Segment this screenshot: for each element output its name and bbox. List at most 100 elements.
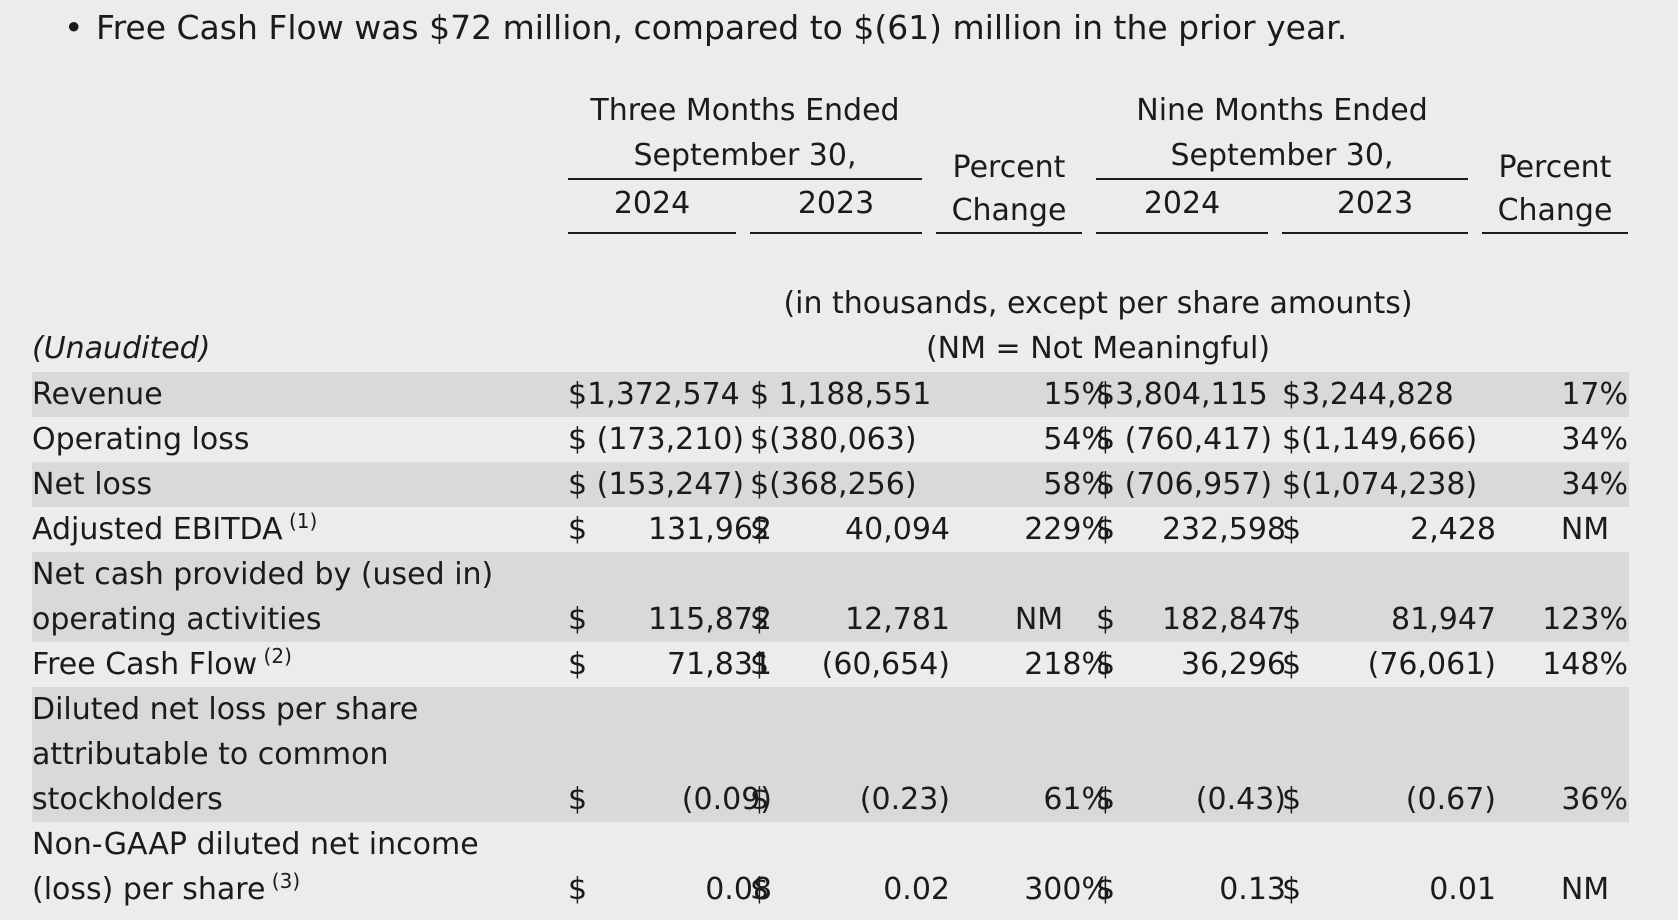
row-label-line: stockholders [32,782,223,817]
bullet-text: Free Cash Flow was $72 million, compared… [96,8,1348,47]
cell-9m-2024: $ (706,957) [1096,467,1273,502]
cell-percent-9m: 148% [1542,647,1628,682]
currency-sign: $ [750,602,770,637]
cell-percent-9m: 123% [1542,602,1628,637]
cell-9m-2024: 232,598 [1161,512,1286,547]
bullet-point: • Free Cash Flow was $72 million, compare… [64,8,1347,47]
cell-9m-2023: $3,244,828 [1282,377,1454,412]
row-label-line: Non-GAAP diluted net income [32,827,479,862]
row-label-line: (loss) per share (3) [32,869,301,907]
header-nine-months-line2: September 30, [1170,138,1394,173]
row-label: Adjusted EBITDA (1) [32,507,317,552]
currency-sign: $ [568,647,588,682]
units-note: (in thousands, except per share amounts) [783,286,1413,321]
row-label: Revenue [32,372,163,417]
cell-9m-2023: $(1,074,238) [1282,467,1478,502]
table-row: Diluted net loss per share attributable t… [32,687,1629,822]
cell-percent-3m: 300% [1024,872,1110,907]
row-label: Non-GAAP diluted net income (loss) per sh… [32,822,479,912]
cell-9m-2023: (76,061) [1367,647,1496,682]
cell-9m-2023: $(1,149,666) [1282,422,1478,457]
header-three-months-underline [568,178,922,180]
cell-percent-3m: 218% [1024,647,1110,682]
currency-sign: $ [568,602,588,637]
cell-3m-2024: $ (153,247) [568,467,745,502]
currency-sign: $ [1096,647,1116,682]
cell-3m-2023: 0.02 [883,872,950,907]
cell-3m-2023: 40,094 [845,512,950,547]
table-row: Adjusted EBITDA (1) $131,962 $40,094 $232,5… [32,507,1629,552]
cell-3m-2024: 71,831 [667,647,772,682]
row-label-line: Revenue [32,377,163,412]
cell-9m-2023: 81,947 [1391,602,1496,637]
cell-percent-9m: 17% [1561,377,1628,412]
currency-sign: $ [750,872,770,907]
header-nine-months-line1: Nine Months Ended [1136,93,1428,128]
currency-sign: $ [1096,602,1116,637]
currency-sign: $ [1096,782,1116,817]
underline-percent-1 [936,232,1082,234]
table-row: Net cash provided by (used in) operating … [32,552,1629,642]
header-percent-1-line2: Change [951,193,1067,228]
underline-percent-2 [1482,232,1628,234]
header-percent-2-line2: Change [1497,193,1613,228]
row-label: Free Cash Flow (2) [32,642,292,687]
row-label-line: Adjusted EBITDA (1) [32,509,318,547]
currency-sign: $ [750,647,770,682]
header-percent-2-line1: Percent [1498,150,1612,185]
footnote-ref: (1) [282,509,318,533]
currency-sign: $ [750,512,770,547]
underline-3m-2024 [568,232,736,234]
currency-sign: $ [750,782,770,817]
cell-9m-2024: (0.43) [1195,782,1286,817]
cell-percent-3m: 58% [1043,467,1110,502]
table-row: Free Cash Flow (2) $71,831 $ (60,654) $36,29… [32,642,1629,687]
currency-sign: $ [568,872,588,907]
cell-3m-2023: (60,654) [821,647,950,682]
header-3m-2023: 2023 [797,186,875,221]
cell-9m-2023: 2,428 [1410,512,1496,547]
cell-9m-2024: $3,804,115 [1096,377,1268,412]
table-row: Revenue $1,372,574 $ 1,188,551 $3,804,115 $3… [32,372,1629,417]
currency-sign: $ [1282,872,1302,907]
cell-3m-2023: 12,781 [845,602,950,637]
currency-sign: $ [1096,512,1116,547]
header-three-months-line2: September 30, [633,138,857,173]
cell-percent-9m: 36% [1561,782,1628,817]
cell-percent-3m: 61% [1043,782,1110,817]
row-label: Net loss [32,462,152,507]
cell-3m-2023: (0.23) [859,782,950,817]
cell-3m-2024: $1,372,574 [568,377,740,412]
currency-sign: $ [1282,512,1302,547]
table-row: Operating loss $ (173,210) $(380,063) $ (76… [32,417,1629,462]
cell-9m-2024: 36,296 [1181,647,1286,682]
cell-9m-2024: 0.13 [1219,872,1286,907]
row-label-line: attributable to common [32,737,389,772]
cell-3m-2024: 0.08 [705,872,772,907]
row-label: Diluted net loss per share attributable t… [32,687,418,822]
unaudited-label: (Unaudited) [32,331,211,366]
cell-3m-2023: $(380,063) [750,422,917,457]
currency-sign: $ [1096,872,1116,907]
underline-9m-2023 [1282,232,1468,234]
cell-3m-2024: 131,962 [647,512,772,547]
cell-percent-3m: 15% [1043,377,1110,412]
footnote-ref: (2) [257,644,292,668]
header-3m-2024: 2024 [613,186,691,221]
header-9m-2023: 2023 [1336,186,1414,221]
cell-percent-9m: NM [1560,872,1610,907]
cell-3m-2024: $ (173,210) [568,422,745,457]
cell-percent-9m: NM [1560,512,1610,547]
bullet-dot-icon: • [64,8,84,47]
cell-9m-2023: (0.67) [1405,782,1496,817]
currency-sign: $ [568,512,588,547]
cell-9m-2024: $ (760,417) [1096,422,1273,457]
row-label: Operating loss [32,417,249,462]
underline-3m-2023 [750,232,922,234]
currency-sign: $ [1282,602,1302,637]
row-label-line: Diluted net loss per share [32,692,419,727]
header-three-months-line1: Three Months Ended [590,93,900,128]
row-label: Net cash provided by (used in) operating … [32,552,493,642]
header-nine-months-underline [1096,178,1468,180]
cell-percent-9m: 34% [1561,467,1628,502]
